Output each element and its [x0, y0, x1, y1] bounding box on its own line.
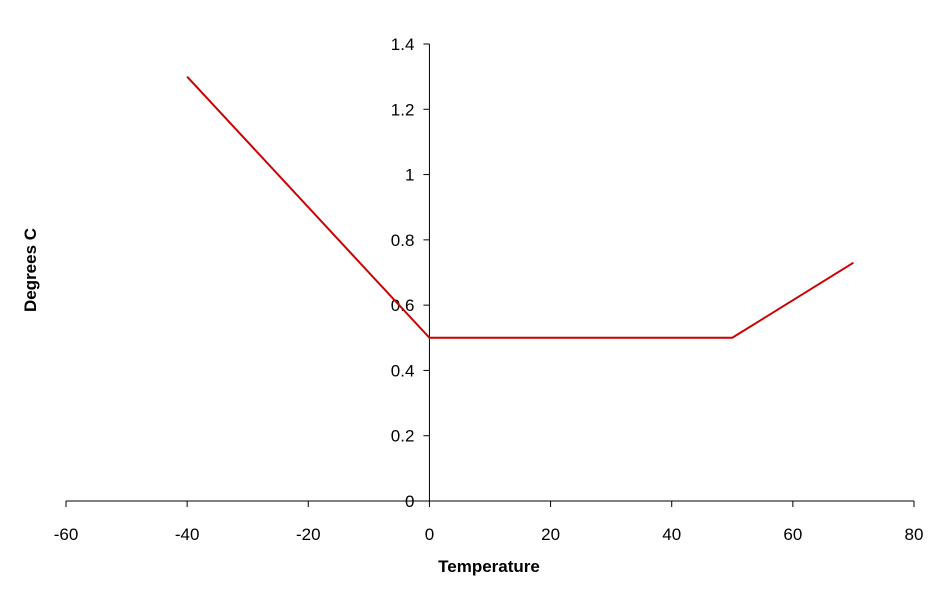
axes — [66, 44, 914, 502]
y-axis-title: Degrees C — [21, 228, 40, 312]
x-tick-label: 40 — [662, 525, 681, 544]
y-tick-label: 0 — [405, 492, 414, 511]
x-tick-label: 20 — [541, 525, 560, 544]
x-tick-label: 0 — [425, 525, 434, 544]
x-axis-ticks: -60 -40 -20 0 20 40 60 80 — [54, 501, 924, 544]
x-axis-title: Temperature — [438, 557, 540, 576]
series-layer — [186, 75, 854, 339]
x-tick-label: 60 — [783, 525, 802, 544]
x-tick-label: -40 — [175, 525, 200, 544]
series-line — [186, 75, 854, 339]
y-tick-label: 1.4 — [391, 35, 415, 54]
x-tick-label: -20 — [296, 525, 321, 544]
y-tick-label: 1.2 — [391, 100, 415, 119]
y-tick-label: 1 — [405, 166, 414, 185]
x-tick-label: -60 — [54, 525, 79, 544]
y-tick-label: 0.8 — [391, 231, 415, 250]
y-tick-label: 0.6 — [391, 296, 415, 315]
y-axis-ticks: 0 0.2 0.4 0.6 0.8 1 1.2 1.4 — [391, 35, 430, 511]
x-tick-label: 80 — [905, 525, 924, 544]
y-tick-label: 0.2 — [391, 427, 415, 446]
y-tick-label: 0.4 — [391, 361, 415, 380]
